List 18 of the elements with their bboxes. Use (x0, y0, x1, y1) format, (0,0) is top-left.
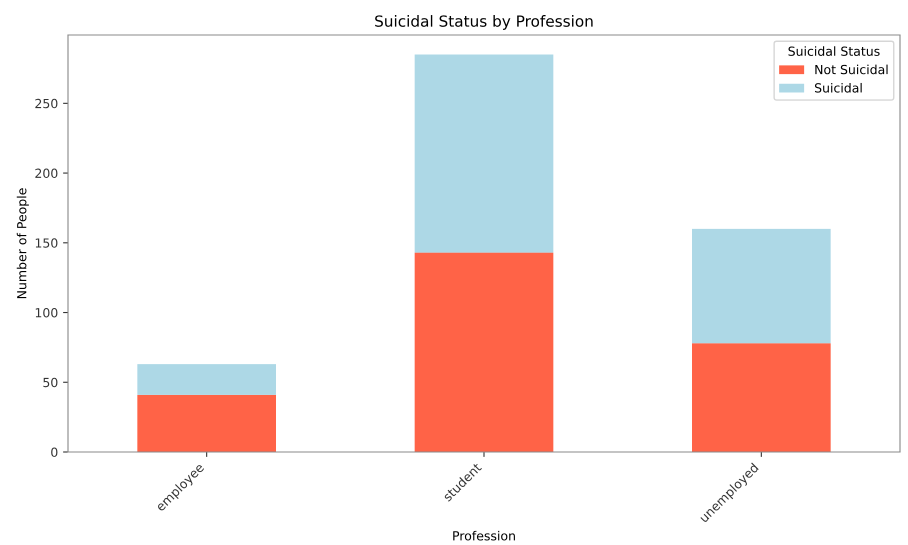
legend-label: Not Suicidal (815, 64, 888, 74)
legend-title: Suicidal Status (788, 46, 880, 56)
bar (692, 343, 831, 452)
y-tick-label: 150 (36, 238, 58, 248)
y-tick-label: 0 (51, 447, 58, 457)
legend-label: Suicidal (814, 82, 862, 93)
bar (137, 394, 276, 452)
bar (137, 364, 276, 395)
y-tick-label: 50 (43, 378, 58, 388)
x-axis-title: Profession (453, 530, 515, 541)
y-tick-label: 200 (35, 168, 58, 178)
bar (692, 228, 831, 344)
y-axis-title: Number of People (16, 188, 29, 298)
bar (414, 252, 554, 452)
chart-title: Suicidal Status by Profession (375, 15, 593, 30)
y-tick-label: 250 (35, 98, 58, 108)
bar (414, 54, 554, 253)
y-tick-label: 100 (36, 308, 58, 318)
